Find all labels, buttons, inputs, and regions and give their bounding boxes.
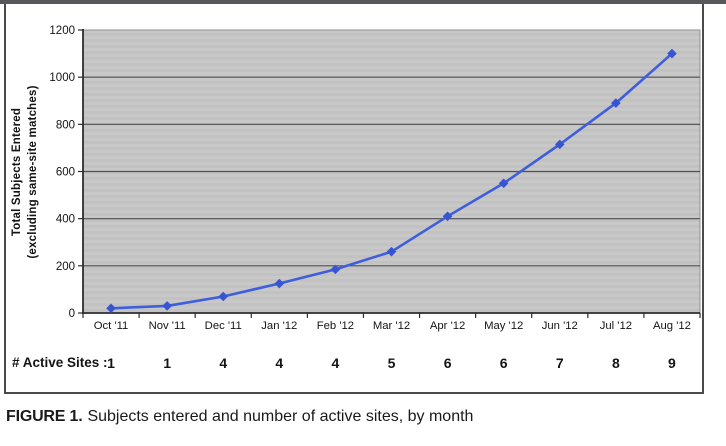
data-point-marker	[554, 139, 565, 150]
top-rule	[0, 0, 726, 4]
data-point-marker	[106, 303, 116, 314]
x-tick-label: Mar '12	[373, 320, 410, 332]
active-sites-value: 5	[388, 355, 396, 371]
data-point-marker	[330, 264, 341, 275]
y-tick-label: 1200	[49, 25, 75, 37]
active-sites-label: # Active Sites :	[12, 355, 108, 370]
active-sites-value: 4	[219, 355, 227, 371]
data-point-marker	[667, 48, 677, 59]
x-tick-label: Jun '12	[542, 320, 578, 332]
figure-caption: FIGURE 1. Subjects entered and number of …	[6, 407, 722, 427]
x-tick-label: Jul '12	[600, 320, 632, 332]
active-sites-value: 4	[275, 355, 283, 371]
data-point-marker	[442, 211, 453, 222]
x-tick-label: Jan '12	[261, 320, 297, 332]
y-tick-label: 600	[56, 167, 75, 179]
active-sites-value: 6	[444, 355, 452, 371]
y-tick-label: 0	[69, 308, 75, 320]
y-axis-title: Total Subjects Entered (excluding same-s…	[9, 22, 43, 322]
data-point-marker	[274, 278, 285, 289]
y-axis-title-line1: Total Subjects Entered	[11, 107, 23, 237]
figure-caption-label: FIGURE 1.	[6, 408, 83, 425]
data-point-marker	[498, 178, 509, 189]
y-axis-title-line2: (excluding same-site matches)	[27, 85, 39, 259]
active-sites-value: 1	[163, 355, 171, 371]
active-sites-value: 7	[556, 355, 564, 371]
active-sites-value: 9	[668, 355, 676, 371]
x-tick-label: Aug '12	[653, 320, 691, 332]
y-tick-label: 400	[56, 214, 75, 226]
data-point-marker	[162, 301, 172, 311]
active-sites-value: 4	[332, 355, 340, 371]
active-sites-value: 1	[107, 355, 115, 371]
x-tick-label: Feb '12	[317, 320, 354, 332]
x-tick-label: May '12	[484, 320, 523, 332]
data-point-marker	[218, 291, 229, 302]
y-tick-label: 1000	[49, 72, 75, 84]
y-tick-label: 800	[56, 119, 75, 131]
x-tick-label: Dec '11	[205, 320, 242, 332]
x-tick-label: Apr '12	[430, 320, 465, 332]
data-point-marker	[386, 246, 397, 257]
y-tick-label: 200	[56, 261, 75, 273]
x-tick-label: Nov '11	[149, 320, 186, 332]
active-sites-value: 8	[612, 355, 620, 371]
data-point-marker	[611, 98, 621, 108]
active-sites-value: 6	[500, 355, 508, 371]
figure-caption-text: Subjects entered and number of active si…	[87, 408, 474, 425]
x-tick-label: Oct '11	[94, 320, 129, 332]
